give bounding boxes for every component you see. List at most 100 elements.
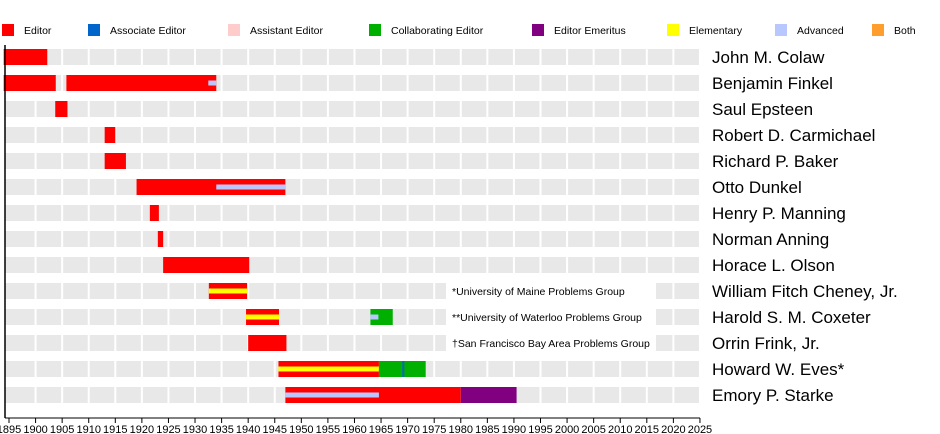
grid-line [433,283,436,299]
row-name: Howard W. Eves* [712,360,845,379]
legend-swatch [775,24,787,36]
grid-line [34,101,37,117]
grid-line [672,283,675,299]
grid-line [273,153,276,169]
segment-editor-emeritus [460,387,517,403]
grid-line [566,153,569,169]
grid-line [380,335,383,351]
legend-label: Both [894,25,916,37]
annotation-text: *University of Maine Problems Group [452,286,625,298]
grid-line [61,179,64,195]
grid-line [512,101,515,117]
grid-line [140,101,143,117]
row-name: Otto Dunkel [712,178,802,197]
grid-line [87,283,90,299]
grid-line [353,101,356,117]
grid-line [273,205,276,221]
grid-line [273,361,276,377]
row-name: Norman Anning [712,230,829,249]
grid-line [486,101,489,117]
timeline-row: Saul Epsteen [5,100,813,119]
grid-line [459,153,462,169]
grid-line [167,309,170,325]
segment-advanced [216,184,286,190]
grid-line [194,283,197,299]
grid-line [592,205,595,221]
grid-line [220,101,223,117]
grid-line [645,387,648,403]
grid-line [698,361,701,377]
grid-line [592,75,595,91]
grid-line [140,361,143,377]
grid-line [326,335,329,351]
x-tick-label: 2025 [688,424,712,434]
segment-elementary [208,288,248,294]
grid-line [300,257,303,273]
grid-line [566,205,569,221]
row-name: Harold S. M. Coxeter [712,308,871,327]
grid-line [486,179,489,195]
grid-line [459,127,462,143]
segment-advanced [285,392,379,398]
grid-line [140,127,143,143]
grid-line [34,231,37,247]
grid-line [380,127,383,143]
grid-line [672,309,675,325]
grid-line [592,361,595,377]
grid-line [380,179,383,195]
grid-line [433,335,436,351]
grid-line [406,231,409,247]
x-tick-label: 1895 [0,424,21,434]
grid-line [645,49,648,65]
row-name: Emory P. Starke [712,386,834,405]
grid-line [167,127,170,143]
grid-line [539,49,542,65]
legend-swatch [369,24,381,36]
grid-line [698,75,701,91]
legend: Editor Associate Editor Assistant Editor Co… [2,24,916,37]
grid-line [566,361,569,377]
grid-line [300,309,303,325]
grid-line [194,309,197,325]
grid-line [326,283,329,299]
grid-line [326,257,329,273]
grid-line [194,153,197,169]
x-tick-label: 1980 [449,424,473,434]
grid-line [353,153,356,169]
grid-line [34,387,37,403]
segment-editor [3,49,48,65]
grid-line [698,179,701,195]
grid-line [220,205,223,221]
legend-label: Elementary [689,25,743,37]
annotation-text: †San Francisco Bay Area Problems Group [452,338,650,350]
grid-line [87,361,90,377]
grid-line [61,49,64,65]
x-tick-label: 2020 [661,424,685,434]
grid-line [512,75,515,91]
grid-line [406,75,409,91]
grid-line [34,153,37,169]
grid-line [619,387,622,403]
grid-line [645,231,648,247]
grid-line [698,127,701,143]
grid-line [220,387,223,403]
grid-line [539,387,542,403]
annotation-text: **University of Waterloo Problems Group [452,312,642,324]
grid-line [34,309,37,325]
grid-line [406,153,409,169]
grid-line [566,179,569,195]
grid-line [140,283,143,299]
legend-swatch [2,24,14,36]
grid-line [167,231,170,247]
grid-line [672,387,675,403]
grid-line [512,179,515,195]
grid-line [380,101,383,117]
timeline-row: Benjamin Finkel [3,74,833,93]
timeline-row: Robert D. Carmichael [5,126,875,145]
grid-line [592,101,595,117]
grid-line [353,49,356,65]
row-name: Benjamin Finkel [712,74,833,93]
grid-line [539,179,542,195]
annotation-box [446,308,656,326]
legend-swatch [88,24,100,36]
